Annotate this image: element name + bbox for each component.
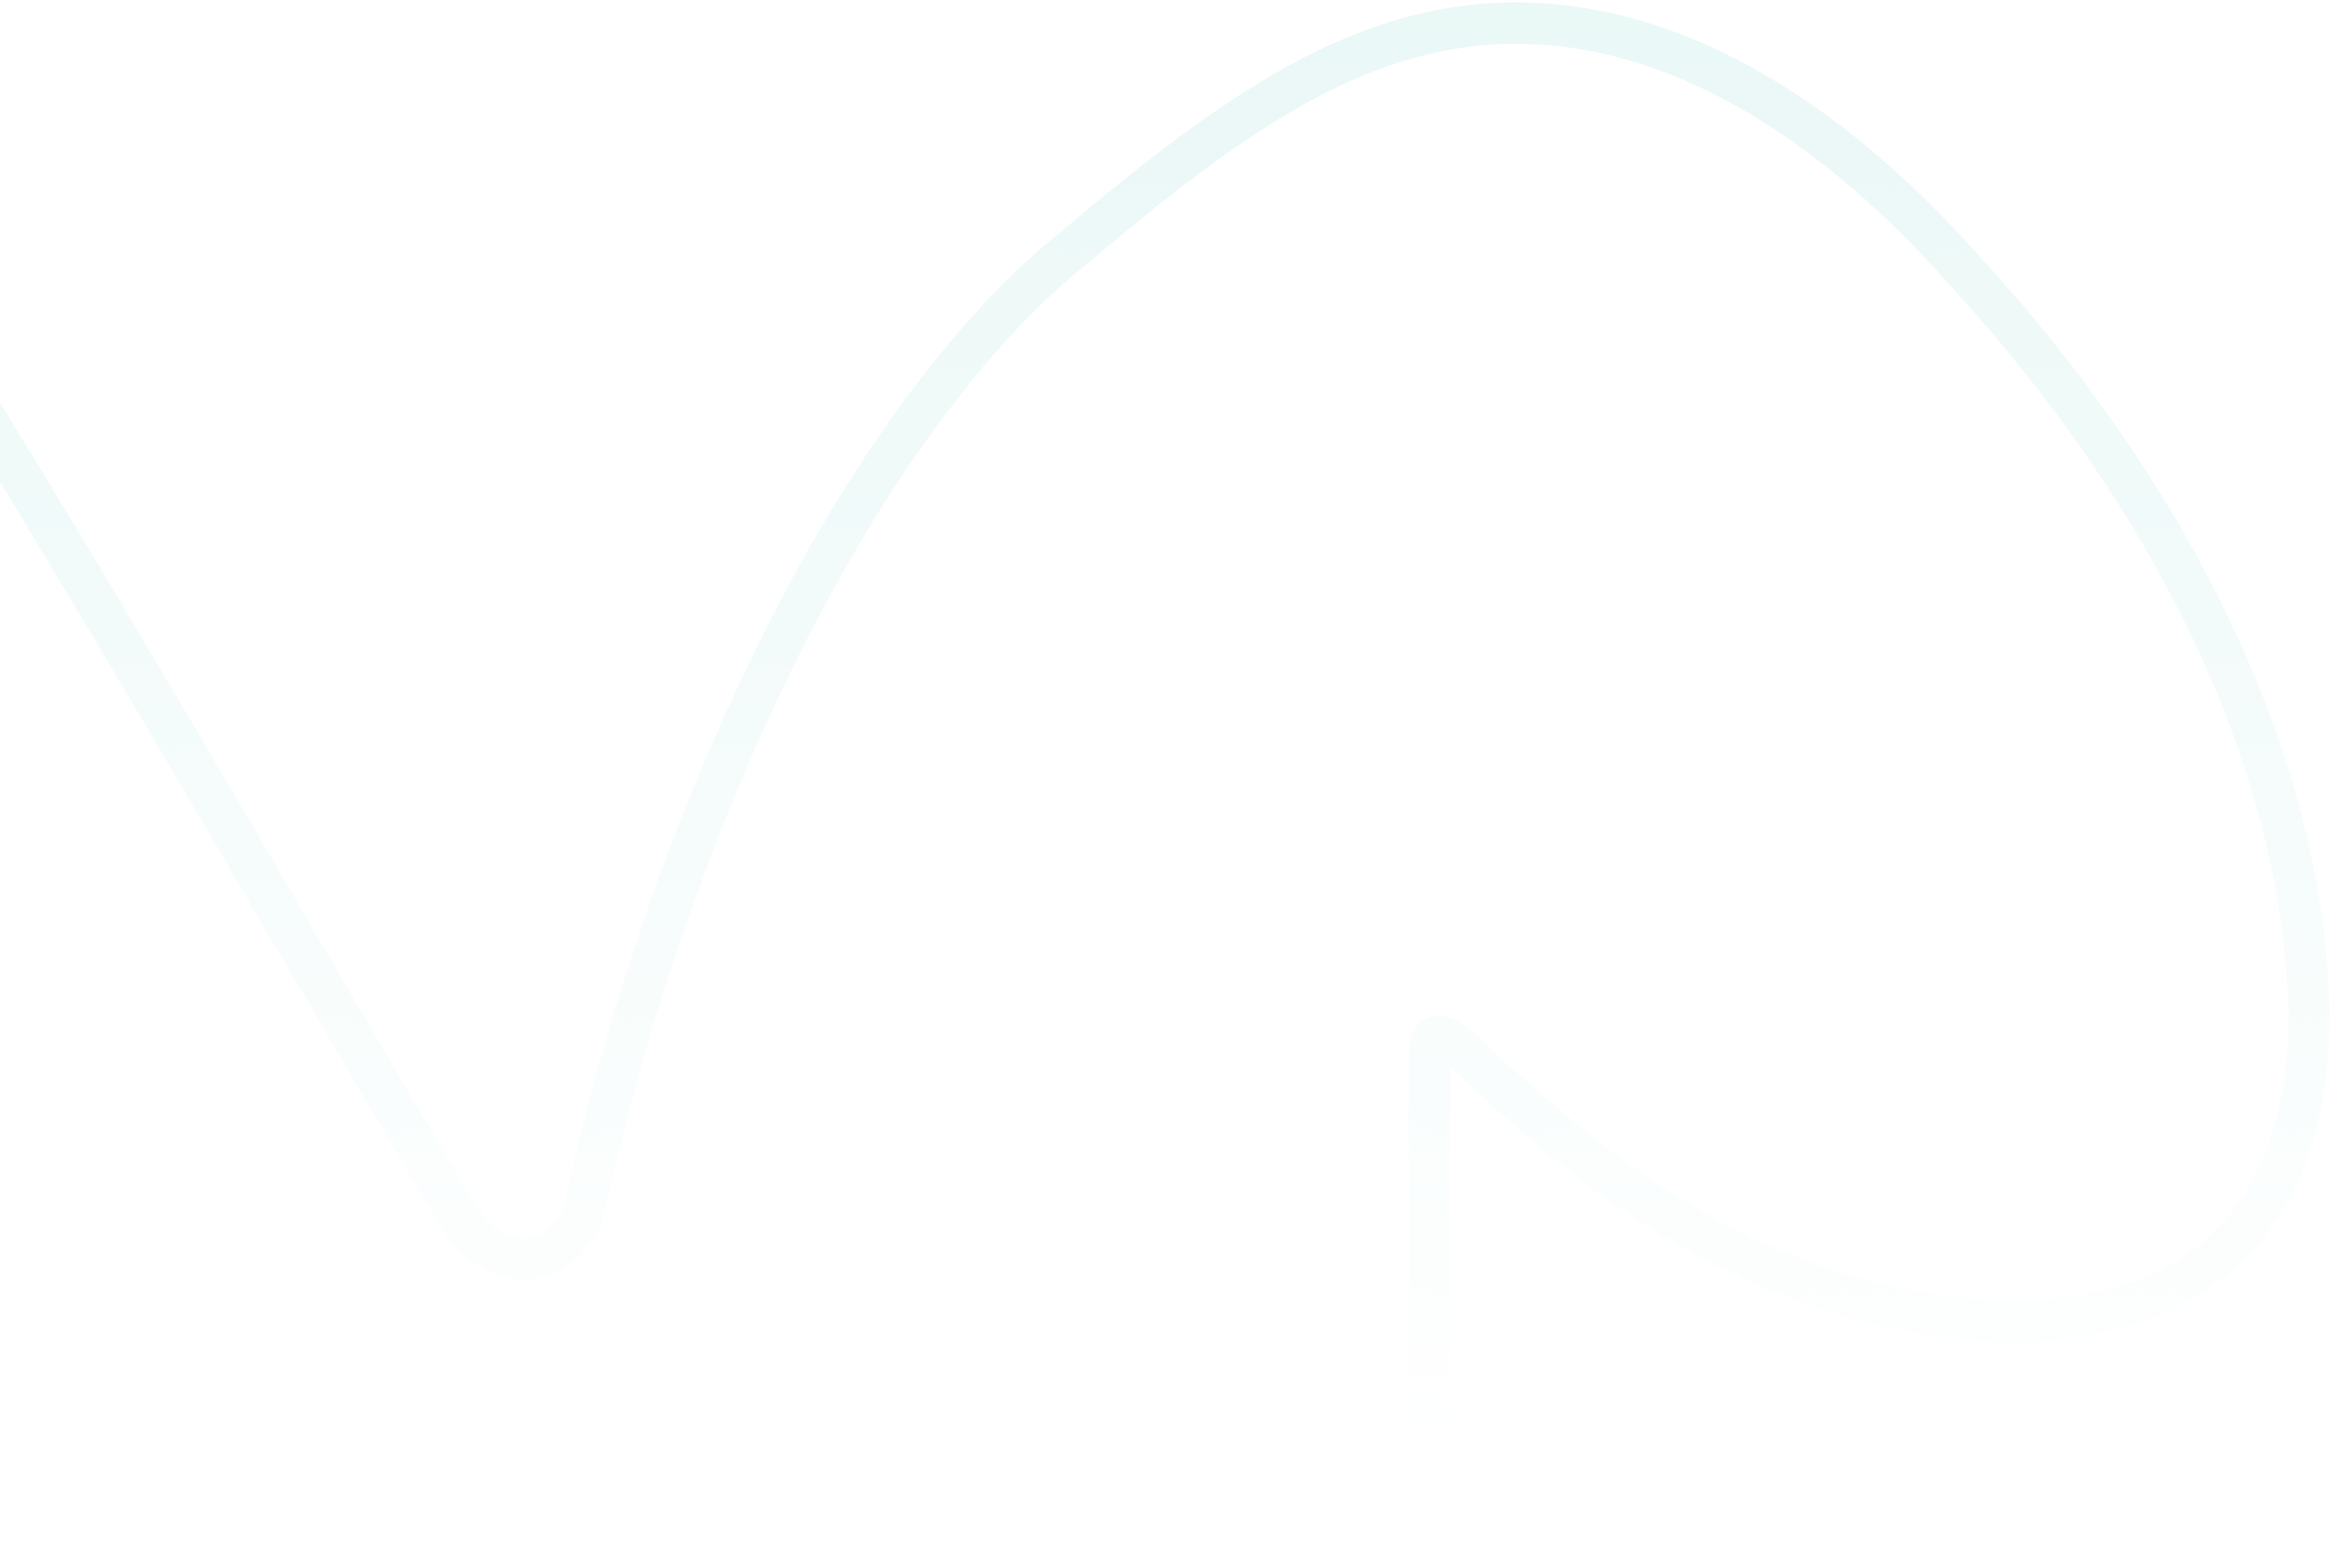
wave-line bbox=[0, 2, 2330, 1475]
